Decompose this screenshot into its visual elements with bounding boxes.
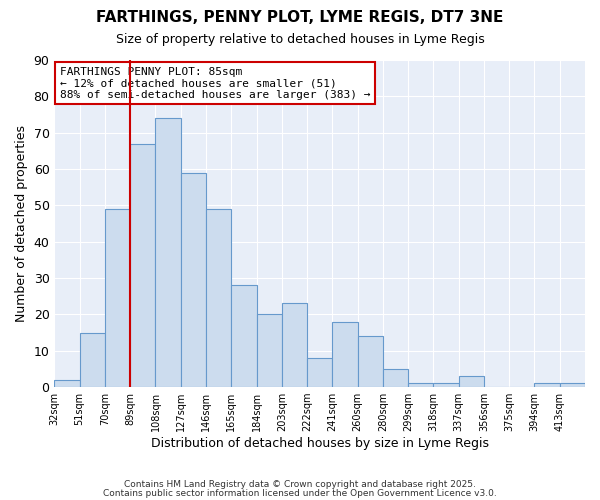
Bar [257,314,282,387]
Bar [433,384,458,387]
Bar [80,332,105,387]
Bar [535,384,560,387]
Bar [458,376,484,387]
Bar [383,369,408,387]
Bar [358,336,383,387]
Bar [307,358,332,387]
Bar [155,118,181,387]
Bar [55,380,80,387]
Text: FARTHINGS PENNY PLOT: 85sqm
← 12% of detached houses are smaller (51)
88% of sem: FARTHINGS PENNY PLOT: 85sqm ← 12% of det… [60,66,370,100]
Bar [408,384,433,387]
Bar [231,286,257,387]
Bar [560,384,585,387]
Text: Size of property relative to detached houses in Lyme Regis: Size of property relative to detached ho… [116,32,484,46]
Bar [105,209,130,387]
Bar [282,304,307,387]
Bar [130,144,155,387]
Bar [332,322,358,387]
Y-axis label: Number of detached properties: Number of detached properties [15,125,28,322]
Text: FARTHINGS, PENNY PLOT, LYME REGIS, DT7 3NE: FARTHINGS, PENNY PLOT, LYME REGIS, DT7 3… [97,10,503,25]
X-axis label: Distribution of detached houses by size in Lyme Regis: Distribution of detached houses by size … [151,437,489,450]
Bar [181,172,206,387]
Bar [206,209,231,387]
Text: Contains HM Land Registry data © Crown copyright and database right 2025.: Contains HM Land Registry data © Crown c… [124,480,476,489]
Text: Contains public sector information licensed under the Open Government Licence v3: Contains public sector information licen… [103,488,497,498]
